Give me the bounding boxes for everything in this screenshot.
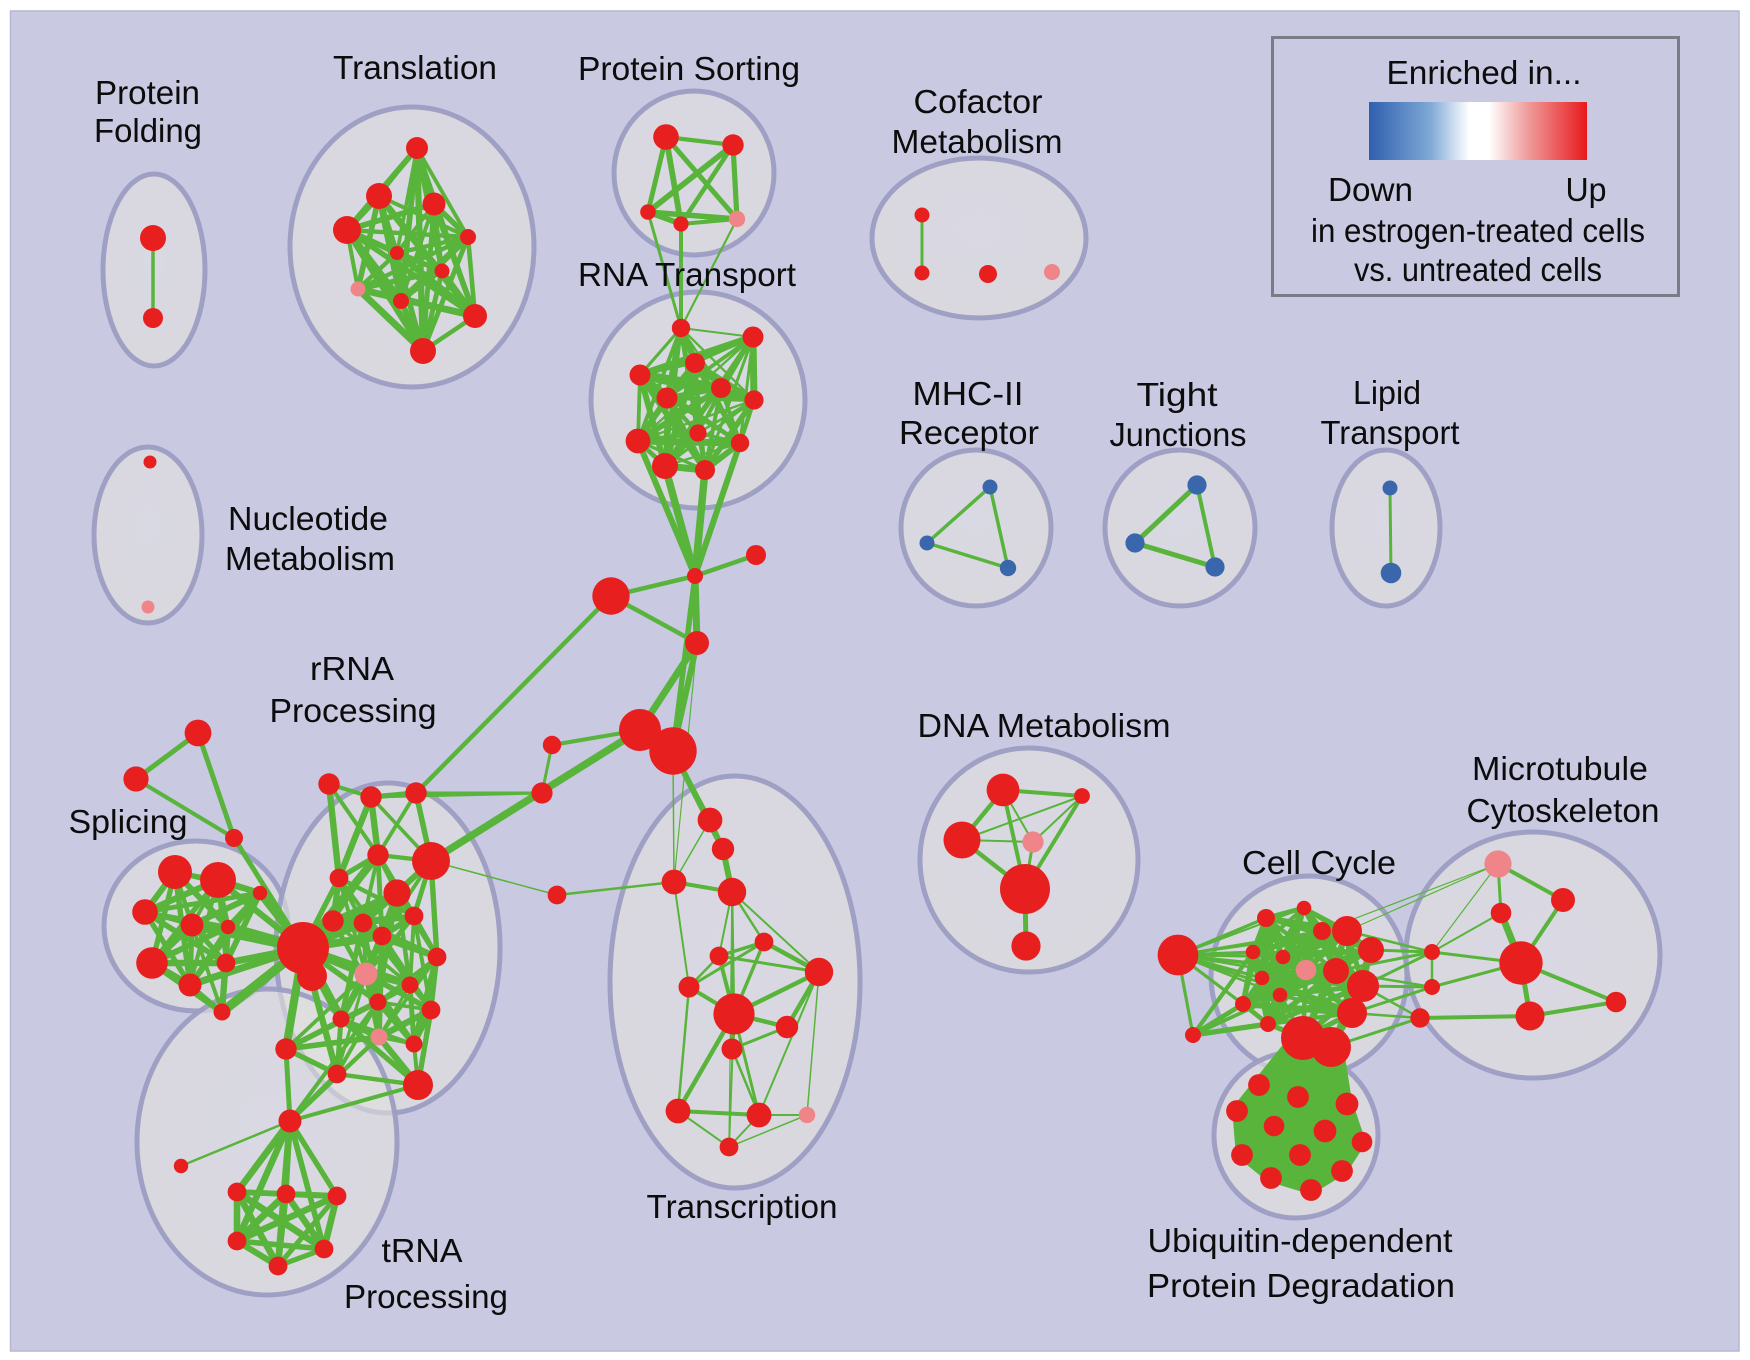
svg-text:Ubiquitin-dependent: Ubiquitin-dependent: [1148, 1223, 1454, 1260]
svg-text:Processing: Processing: [270, 693, 437, 730]
svg-text:DNA Metabolism: DNA Metabolism: [918, 708, 1171, 745]
svg-text:vs. untreated cells: vs. untreated cells: [1354, 252, 1602, 289]
svg-text:Translation: Translation: [333, 50, 497, 87]
svg-text:tRNA: tRNA: [382, 1233, 464, 1270]
svg-text:Junctions: Junctions: [1110, 417, 1247, 454]
svg-text:Processing: Processing: [344, 1279, 508, 1316]
svg-text:rRNA: rRNA: [310, 651, 395, 688]
svg-text:Enriched in...: Enriched in...: [1387, 55, 1582, 92]
svg-text:Lipid: Lipid: [1353, 375, 1421, 412]
svg-text:Transport: Transport: [1321, 415, 1461, 452]
svg-text:Protein: Protein: [95, 75, 200, 112]
svg-text:Protein Sorting: Protein Sorting: [578, 51, 800, 88]
svg-text:Metabolism: Metabolism: [225, 541, 395, 578]
svg-text:Microtubule: Microtubule: [1472, 751, 1648, 788]
svg-text:in estrogen-treated cells: in estrogen-treated cells: [1311, 213, 1645, 250]
svg-text:RNA Transport: RNA Transport: [578, 257, 797, 294]
svg-text:Up: Up: [1566, 172, 1607, 209]
svg-text:Cofactor: Cofactor: [914, 84, 1043, 121]
svg-text:Tight: Tight: [1137, 377, 1219, 414]
svg-text:Cell Cycle: Cell Cycle: [1242, 845, 1396, 882]
svg-text:Splicing: Splicing: [69, 804, 188, 841]
svg-text:Receptor: Receptor: [899, 415, 1039, 452]
svg-text:Cytoskeleton: Cytoskeleton: [1467, 793, 1660, 830]
svg-text:Protein Degradation: Protein Degradation: [1147, 1268, 1455, 1305]
svg-text:Metabolism: Metabolism: [892, 124, 1063, 161]
svg-text:Folding: Folding: [94, 113, 202, 150]
svg-text:Nucleotide: Nucleotide: [228, 501, 388, 538]
svg-text:Transcription: Transcription: [647, 1189, 838, 1226]
svg-text:Down: Down: [1328, 172, 1413, 209]
svg-text:MHC-II: MHC-II: [913, 376, 1024, 413]
